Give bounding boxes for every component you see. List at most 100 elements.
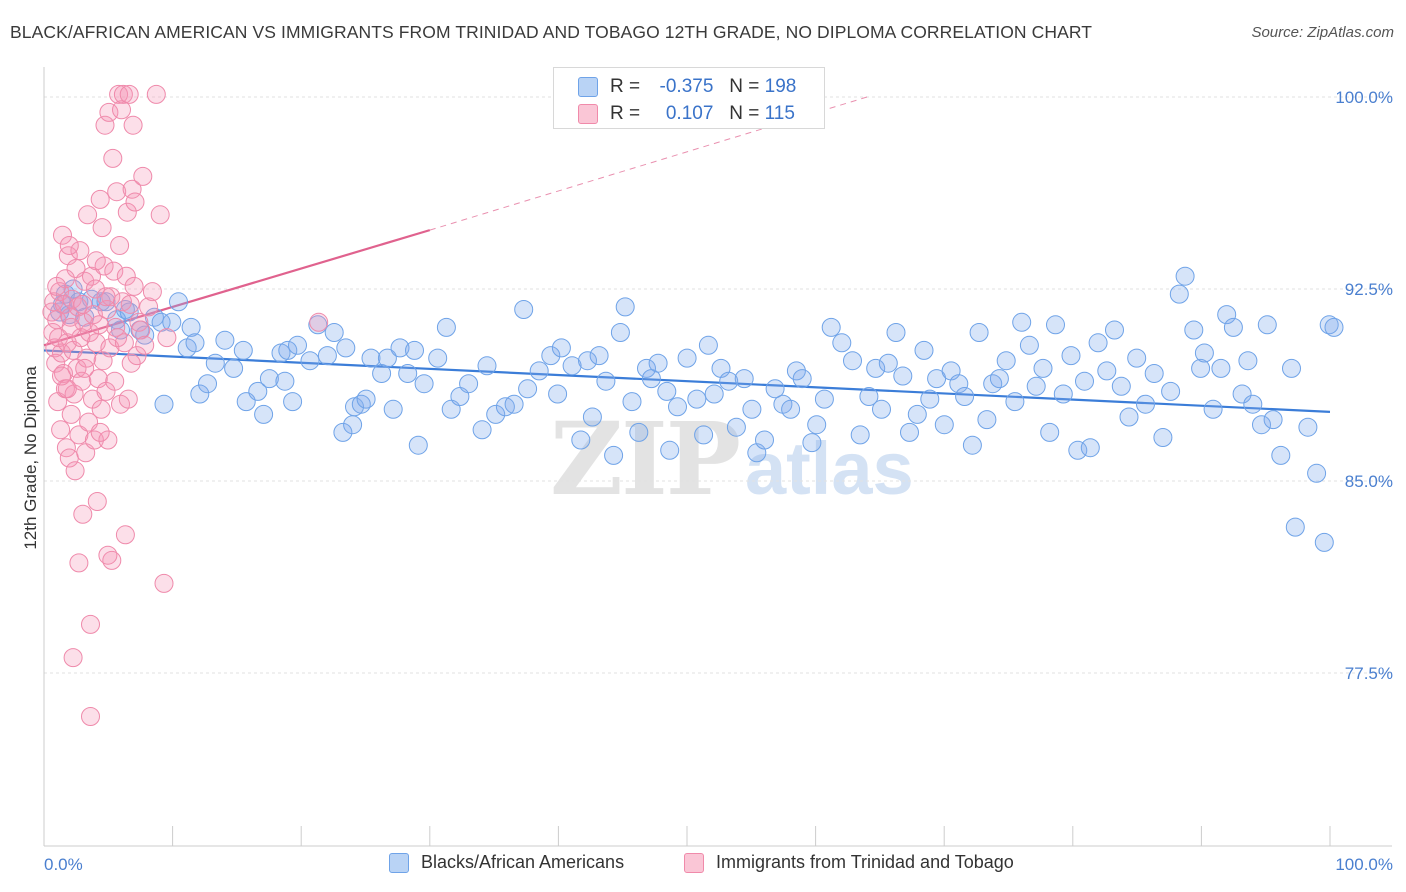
point-blacks bbox=[1271, 445, 1291, 465]
stats-n-value: 115 bbox=[764, 103, 795, 124]
point-blacks bbox=[668, 397, 687, 417]
point-blacks bbox=[275, 371, 295, 391]
point-blacks bbox=[169, 292, 188, 312]
point-blacks bbox=[604, 445, 624, 465]
stats-r-label: R = bbox=[610, 103, 641, 124]
point-trinidad bbox=[51, 420, 71, 440]
point-trinidad bbox=[98, 430, 118, 450]
point-blacks bbox=[215, 330, 235, 350]
point-blacks bbox=[872, 399, 891, 419]
point-trinidad bbox=[129, 312, 149, 332]
point-blacks bbox=[333, 422, 353, 442]
point-blacks bbox=[648, 353, 668, 373]
point-trinidad bbox=[107, 182, 127, 202]
point-trinidad bbox=[109, 84, 129, 104]
point-trinidad bbox=[103, 148, 123, 168]
point-trinidad bbox=[75, 271, 95, 291]
point-trinidad bbox=[85, 279, 105, 299]
axes bbox=[43, 67, 1392, 847]
point-blacks bbox=[755, 430, 774, 450]
point-blacks bbox=[529, 361, 549, 381]
point-trinidad bbox=[57, 379, 77, 399]
point-trinidad bbox=[63, 648, 83, 668]
point-trinidad bbox=[43, 323, 63, 342]
point-blacks bbox=[428, 348, 448, 368]
point-trinidad bbox=[124, 276, 144, 296]
stats-r-value: 0.107 bbox=[665, 103, 714, 124]
point-trinidad bbox=[150, 205, 170, 225]
legend-item-blacks[interactable]: Blacks/African Americans bbox=[389, 852, 624, 873]
point-blacks bbox=[377, 348, 397, 368]
point-trinidad bbox=[61, 317, 81, 337]
point-blacks bbox=[398, 364, 418, 383]
point-blacks bbox=[514, 300, 534, 319]
point-trinidad bbox=[113, 84, 133, 104]
point-blacks bbox=[637, 358, 656, 378]
point-blacks bbox=[504, 394, 524, 414]
point-trinidad bbox=[142, 282, 162, 302]
point-blacks bbox=[361, 348, 381, 368]
point-blacks bbox=[181, 317, 201, 337]
point-blacks bbox=[1238, 351, 1258, 371]
y-tick-label: 100.0% bbox=[1335, 88, 1393, 107]
point-blacks bbox=[726, 417, 746, 437]
stats-legend: R = -0.375 N = 198 R = 0.107 N = 115 bbox=[553, 67, 825, 129]
watermark-zip: ZIP bbox=[550, 400, 741, 518]
source-credit: Source: ZipAtlas.com bbox=[1251, 24, 1394, 41]
point-blacks bbox=[698, 335, 718, 355]
legend-item-trinidad[interactable]: Immigrants from Trinidad and Tobago bbox=[684, 852, 1014, 873]
point-trinidad bbox=[67, 358, 87, 378]
y-tick-label: 92.5% bbox=[1345, 280, 1393, 299]
point-trinidad bbox=[90, 189, 110, 209]
point-blacks bbox=[866, 358, 886, 378]
point-blacks bbox=[1184, 320, 1204, 340]
point-trinidad bbox=[99, 102, 119, 122]
point-trinidad bbox=[127, 346, 147, 366]
point-blacks bbox=[962, 435, 982, 455]
point-blacks bbox=[878, 353, 898, 373]
point-blacks bbox=[850, 425, 870, 445]
point-blacks bbox=[571, 430, 591, 450]
point-trinidad bbox=[82, 266, 101, 286]
point-trinidad bbox=[146, 84, 166, 104]
point-blacks bbox=[248, 381, 268, 401]
point-blacks bbox=[615, 297, 635, 317]
point-blacks bbox=[734, 369, 754, 389]
point-blacks bbox=[1012, 312, 1032, 332]
point-blacks bbox=[1088, 333, 1108, 353]
point-blacks bbox=[1223, 317, 1243, 337]
point-trinidad bbox=[119, 84, 139, 104]
point-blacks bbox=[472, 420, 492, 440]
point-blacks bbox=[1307, 463, 1327, 483]
point-blacks bbox=[119, 302, 139, 322]
point-blacks bbox=[1005, 392, 1025, 412]
y-tick-label: 77.5% bbox=[1345, 664, 1393, 683]
point-trinidad bbox=[52, 366, 71, 386]
point-trinidad bbox=[45, 338, 65, 358]
point-trinidad bbox=[131, 320, 151, 340]
point-blacks bbox=[1127, 348, 1147, 368]
point-blacks bbox=[955, 387, 975, 406]
point-blacks bbox=[1263, 410, 1283, 430]
trend-line-blacks bbox=[43, 349, 1331, 413]
point-trinidad bbox=[46, 353, 66, 373]
stats-row-blacks: R = -0.375 N = 198 bbox=[578, 75, 796, 99]
point-trinidad bbox=[73, 504, 93, 524]
y-tick-label: 85.0% bbox=[1345, 472, 1393, 491]
point-trinidad bbox=[104, 261, 124, 281]
point-trinidad bbox=[116, 266, 136, 286]
point-blacks bbox=[324, 323, 344, 342]
point-blacks bbox=[1033, 358, 1053, 378]
point-blacks bbox=[1282, 358, 1301, 378]
stats-n-label: N = bbox=[729, 76, 760, 97]
point-blacks bbox=[283, 392, 303, 412]
point-blacks bbox=[383, 399, 403, 419]
point-trinidad bbox=[71, 328, 91, 348]
point-blacks bbox=[1314, 532, 1334, 552]
point-blacks bbox=[832, 333, 852, 353]
point-blacks bbox=[1061, 346, 1081, 366]
point-trinidad bbox=[80, 323, 100, 342]
point-blacks bbox=[356, 389, 376, 409]
point-blacks bbox=[1161, 381, 1181, 401]
